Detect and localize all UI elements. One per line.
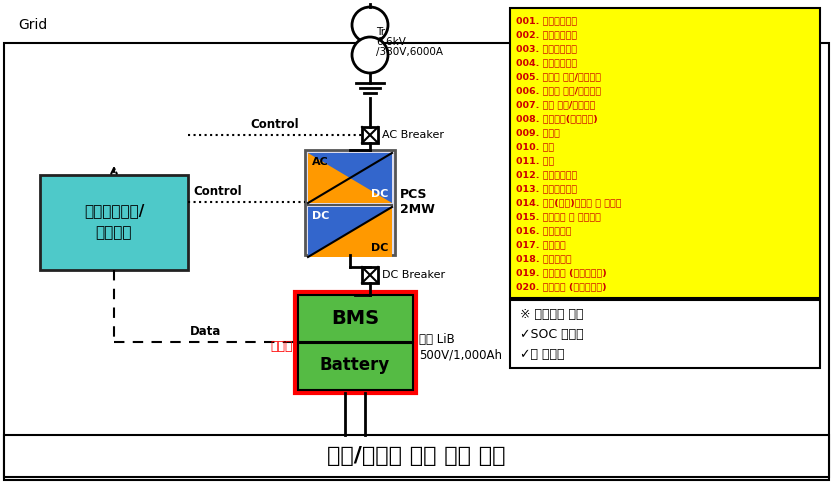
Text: 005. 전기적 안전/오동시험: 005. 전기적 안전/오동시험 (516, 72, 601, 81)
Text: 009. 원모닥: 009. 원모닥 (516, 128, 560, 137)
Text: Tr: Tr (376, 27, 385, 37)
Text: Battery: Battery (320, 356, 390, 374)
Text: 수동/능동형 부하 설비 장치: 수동/능동형 부하 설비 장치 (327, 446, 506, 466)
Text: AC: AC (312, 157, 329, 167)
Text: Control: Control (193, 185, 242, 198)
Text: Data: Data (190, 325, 222, 338)
Bar (362, 127, 378, 143)
Text: Grid: Grid (18, 18, 47, 32)
Bar (308, 207, 392, 257)
Text: 003. 저른발전특성: 003. 저른발전특성 (516, 44, 577, 53)
Bar (4, 435, 829, 477)
Bar (298, 295, 413, 342)
Bar (308, 153, 392, 203)
Polygon shape (308, 153, 392, 203)
Circle shape (352, 37, 388, 73)
Text: DC: DC (312, 211, 329, 221)
Text: BMS: BMS (331, 308, 379, 328)
Text: 피시클: 피시클 (271, 341, 293, 353)
Text: 6.6kV: 6.6kV (376, 37, 406, 47)
Text: 014. 출전(불달)보존률 및 회름률: 014. 출전(불달)보존률 및 회름률 (516, 198, 621, 207)
Text: 002. 고른발전특성: 002. 고른발전특성 (516, 30, 577, 39)
Bar (305, 150, 395, 255)
Text: DC: DC (371, 243, 388, 253)
Text: PCS
2MW: PCS 2MW (400, 188, 435, 216)
Text: 001. 발전출력시험: 001. 발전출력시험 (516, 16, 577, 25)
Text: 008. 내구특성(수명시험): 008. 내구특성(수명시험) (516, 114, 598, 123)
Text: 004. 잦기발치특성: 004. 잦기발치특성 (516, 58, 577, 67)
Text: DC: DC (371, 189, 388, 199)
Text: AC Breaker: AC Breaker (382, 130, 444, 140)
Text: 총방전제어기/
계측설비: 총방전제어기/ 계측설비 (84, 203, 144, 241)
Bar (295, 292, 416, 393)
Text: 010. 최수: 010. 최수 (516, 142, 554, 151)
Bar (298, 343, 413, 390)
Text: 모듈 LiB
500V/1,000Ah: 모듈 LiB 500V/1,000Ah (419, 333, 502, 361)
Text: Control: Control (251, 118, 299, 131)
Text: 015. 잦기보존 주 울달회름: 015. 잦기보존 주 울달회름 (516, 212, 601, 221)
Text: 007. 출력 안전/오동시험: 007. 출력 안전/오동시험 (516, 100, 596, 109)
Text: 011. 구조: 011. 구조 (516, 156, 554, 165)
Text: ✓SOC 에러률: ✓SOC 에러률 (520, 328, 584, 341)
Circle shape (352, 7, 388, 43)
Text: 006. 기계적 안전/오동시험: 006. 기계적 안전/오동시험 (516, 86, 601, 95)
Text: /380V,6000A: /380V,6000A (376, 47, 443, 57)
Bar (510, 300, 820, 368)
Text: 016. 사이클수명: 016. 사이클수명 (516, 226, 571, 235)
Text: ※ 평가항목 추가: ※ 평가항목 추가 (520, 308, 583, 321)
Polygon shape (308, 207, 392, 257)
Text: 020. 전들시험 (기거측시험): 020. 전들시험 (기거측시험) (516, 282, 606, 291)
Bar (40, 175, 188, 270)
Text: 013. 발달성능시험: 013. 발달성능시험 (516, 184, 577, 193)
Text: ✓셀 밸런싱: ✓셀 밸런싱 (520, 348, 565, 361)
Bar (510, 8, 820, 298)
Text: DC Breaker: DC Breaker (382, 270, 445, 280)
Text: 019. 출력시험 (기거측시험): 019. 출력시험 (기거측시험) (516, 268, 606, 277)
Text: 012. 일회반응시험: 012. 일회반응시험 (516, 170, 577, 179)
Text: 017. 내부저항: 017. 내부저항 (516, 240, 566, 249)
Text: 018. 경전기발전: 018. 경전기발전 (516, 254, 571, 263)
Bar (362, 267, 378, 283)
